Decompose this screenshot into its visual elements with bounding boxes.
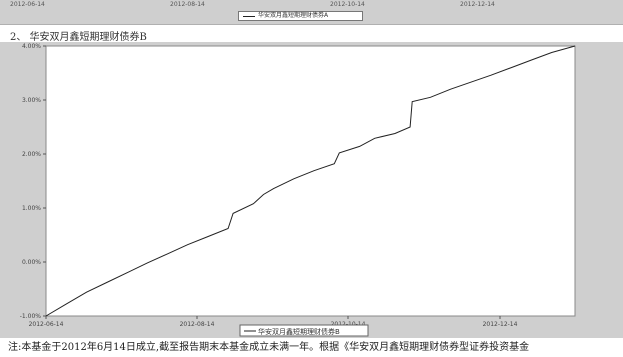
top-x-tick: 2012-08-14 — [170, 1, 205, 8]
y-tick-label: 3.00% — [22, 97, 41, 104]
top-x-tick: 2012-12-14 — [460, 1, 495, 8]
top-x-tick: 2012-10-14 — [330, 1, 365, 8]
y-tick-label: 2.00% — [22, 151, 41, 158]
top-x-tick: 2012-06-14 — [10, 1, 45, 8]
previous-chart-fragment: 2012-06-14 2012-08-14 2012-10-14 2012-12… — [0, 0, 623, 25]
legend-box — [239, 324, 369, 337]
y-tick-label: 1.00% — [22, 205, 41, 212]
y-tick-label: -1.00% — [20, 313, 42, 320]
top-legend-label: 华安双月鑫短期理财债券A — [258, 12, 329, 19]
nav-growth-chart: -1.00% 0.00% 1.00% 2.00% 3.00% 4.00% 2012-06-… — [20, 43, 576, 337]
footnote: 注:本基金于2012年6月14日成立,截至报告期末本基金成立未满一年。根据《华安… — [8, 342, 530, 353]
x-tick-label: 2012-06-14 — [29, 321, 64, 328]
legend-line-swatch — [243, 15, 255, 17]
y-tick-label: 0.00% — [22, 259, 41, 266]
chart-legend: 华安双月鑫短期理财债券B — [239, 324, 369, 337]
y-tick-label: 4.00% — [22, 43, 41, 50]
legend-label: 华安双月鑫短期理财债券B — [258, 327, 340, 336]
top-legend: 华安双月鑫短期理财债券A — [238, 11, 363, 21]
section-title: 2、 华安双月鑫短期理财债券B — [10, 32, 147, 43]
x-tick-label: 2012-12-14 — [483, 321, 518, 328]
series-line — [45, 45, 576, 317]
plot-area — [45, 45, 576, 317]
x-tick-label: 2012-08-14 — [180, 321, 215, 328]
chart-frame: -1.00% 0.00% 1.00% 2.00% 3.00% 4.00% 2012-06-… — [0, 42, 623, 338]
